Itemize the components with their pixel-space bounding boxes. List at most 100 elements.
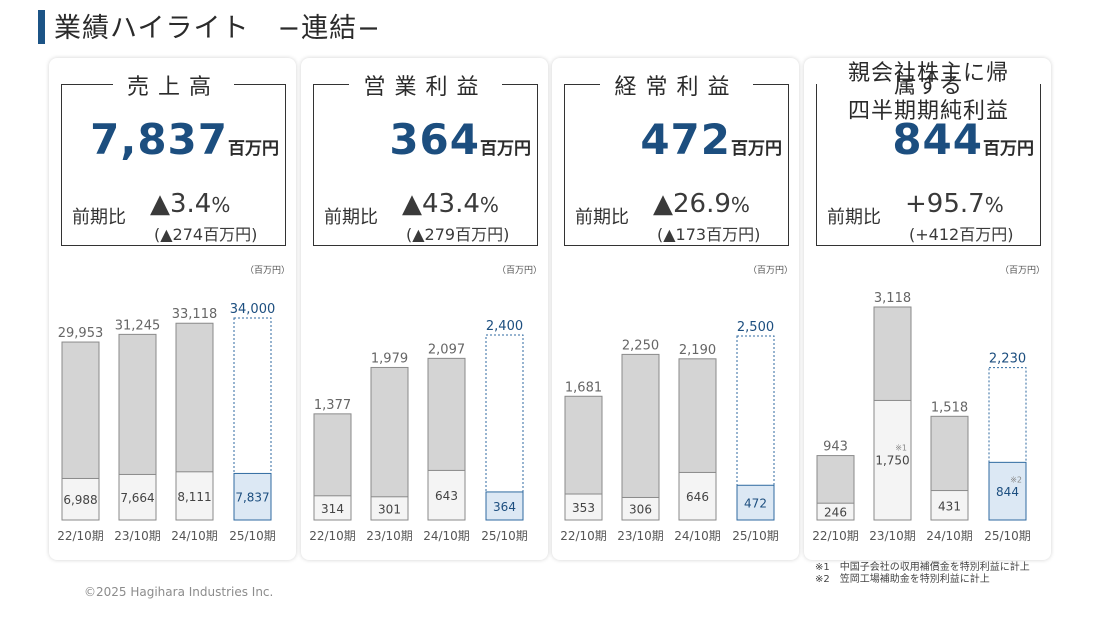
bar-quarter: [233, 472, 272, 521]
kpi-value-number: 7,837: [90, 115, 228, 164]
data-label-full-year: 29,953: [58, 326, 104, 341]
bar-quarter: [988, 461, 1027, 521]
data-label-full-year: 2,250: [622, 338, 659, 353]
kpi-title: 経常利益: [600, 69, 753, 101]
category-label: 24/10期: [926, 529, 973, 543]
bar-quarter: [61, 477, 100, 521]
bar-quarter: [678, 471, 717, 521]
kpi-change-amount: (▲173百万円): [657, 225, 761, 244]
data-label-full-year: 1,518: [931, 400, 968, 415]
kpi-value: 7,837百万円: [90, 115, 279, 164]
kpi-box-sales: 売上高 7,837百万円 前期比 ▲3.4% (▲274百万円): [61, 69, 286, 246]
chart-ordinary-profit: （百万円） 1,681 353 22/10期 2,250 306 23/10期 2,190 64…: [560, 265, 793, 543]
category-label: 23/10期: [114, 529, 161, 543]
data-label-full-year: 1,681: [565, 380, 602, 395]
chart-sales: （百万円） 29,953 6,988 22/10期 31,245 7,664 23/10期 3…: [57, 265, 290, 543]
kpi-value-number: 472: [640, 115, 731, 164]
bar-quarter: [816, 502, 855, 521]
kpi-change: ▲43.4%: [402, 189, 499, 219]
unit-label: （百万円）: [245, 265, 290, 276]
data-label-quarter: 431: [938, 499, 961, 513]
kpi-change-label: 前期比: [827, 207, 881, 228]
data-label-full-year: 2,400: [486, 319, 523, 334]
data-label-full-year: 1,979: [371, 351, 408, 366]
kpi-value-unit: 百万円: [731, 139, 782, 159]
title-accent-bar: [38, 10, 45, 44]
bar-full-year: [621, 353, 660, 521]
category-label: 24/10期: [423, 529, 470, 543]
data-label-quarter: 643: [435, 489, 458, 503]
category-label: 22/10期: [812, 529, 859, 543]
data-label-full-year: 3,118: [874, 291, 911, 306]
kpi-box-net-profit: 親会社株主に帰属する四半期期純利益 844百万円 前期比 +95.7% (+41…: [816, 63, 1041, 246]
kpi-change-value: ▲3.4: [150, 189, 212, 219]
bar-quarter: [873, 399, 912, 521]
data-label-full-year: 2,500: [737, 320, 774, 335]
data-label-quarter: 6,988: [63, 493, 97, 507]
kpi-value: 472百万円: [640, 115, 782, 164]
data-label-quarter: 472: [744, 497, 767, 511]
footnote: ※1 中国子会社の収用補償金を特別利益に計上: [815, 562, 1030, 573]
category-label: 22/10期: [57, 529, 104, 543]
chart-net-profit: （百万円） 943 246 22/10期 3,118 1,750 23/10期 1,518 43…: [812, 265, 1045, 543]
category-label: 22/10期: [560, 529, 607, 543]
page-title: 業績ハイライト −連結−: [54, 13, 381, 44]
data-label-quarter: 1,750: [875, 453, 909, 467]
kpi-change-value: ▲26.9: [653, 189, 731, 219]
bar-quarter: [313, 495, 352, 521]
data-label-quarter: 301: [378, 502, 401, 516]
category-label: 22/10期: [309, 529, 356, 543]
unit-label: （百万円）: [748, 265, 793, 276]
kpi-change-amount: (▲274百万円): [154, 225, 258, 244]
kpi-value-unit: 百万円: [480, 139, 531, 159]
bar-quarter: [175, 471, 214, 521]
kpi-change-pct: %: [984, 193, 1004, 217]
data-label-quarter: 314: [321, 502, 344, 516]
kpi-change: +95.7%: [905, 189, 1004, 219]
data-label-quarter: 7,664: [120, 491, 154, 505]
kpi-change: ▲26.9%: [653, 189, 750, 219]
category-label: 25/10期: [481, 529, 528, 543]
kpi-title: 売上高: [112, 69, 234, 101]
kpi-change: ▲3.4%: [150, 189, 230, 219]
bar-quarter: [930, 490, 969, 521]
data-label-quarter: 844: [996, 485, 1019, 499]
footnote: ※2 笠岡工場補助金を特別利益に計上: [815, 574, 990, 585]
data-label-quarter: 364: [493, 500, 516, 514]
data-label-full-year: 1,377: [314, 398, 351, 413]
kpi-change-label: 前期比: [72, 207, 126, 228]
footnote-mark: ※1: [895, 443, 907, 452]
data-label-full-year: 33,118: [172, 307, 218, 322]
footnotes: ※1 中国子会社の収用補償金を特別利益に計上 ※2 笠岡工場補助金を特別利益に計…: [815, 562, 1030, 586]
category-label: 25/10期: [984, 529, 1031, 543]
bar-quarter: [736, 484, 775, 521]
kpi-change-label: 前期比: [575, 207, 629, 228]
bar-quarter: [370, 496, 409, 521]
kpi-change-amount: (▲279百万円): [406, 225, 510, 244]
bar-full-year: [485, 334, 524, 521]
unit-label: （百万円）: [1000, 265, 1045, 276]
copyright: ©2025 Hagihara Industries Inc.: [84, 585, 274, 599]
data-label-quarter: 646: [686, 490, 709, 504]
data-label-full-year: 34,000: [230, 302, 276, 317]
data-label-quarter: 353: [572, 501, 595, 515]
panel-net-profit: 親会社株主に帰属する四半期期純利益 844百万円 前期比 +95.7% (+41…: [804, 58, 1051, 560]
chart-operating-profit: （百万円） 1,377 314 22/10期 1,979 301 23/10期 2,097 64…: [309, 265, 542, 543]
footnote-mark: ※2: [1010, 475, 1022, 484]
category-label: 23/10期: [366, 529, 413, 543]
kpi-title: 四半期期純利益: [837, 101, 1019, 123]
bar-full-year: [370, 366, 409, 521]
data-label-full-year: 2,190: [679, 343, 716, 358]
category-label: 24/10期: [171, 529, 218, 543]
kpi-box-operating-profit: 営業利益 364百万円 前期比 ▲43.4% (▲279百万円): [313, 69, 538, 246]
data-label-quarter: 7,837: [235, 491, 269, 505]
bar-quarter: [621, 496, 660, 521]
kpi-value-number: 364: [389, 115, 480, 164]
data-label-full-year: 943: [823, 440, 848, 455]
bar-quarter: [564, 493, 603, 521]
data-label-quarter: 246: [824, 506, 847, 520]
panel-ordinary-profit: 経常利益 472百万円 前期比 ▲26.9% (▲173百万円) （百万円） 1,…: [552, 58, 799, 560]
kpi-title-note: 親会社株主に帰属する: [827, 63, 1030, 98]
data-label-quarter: 8,111: [177, 490, 211, 504]
bar-quarter: [118, 473, 157, 521]
